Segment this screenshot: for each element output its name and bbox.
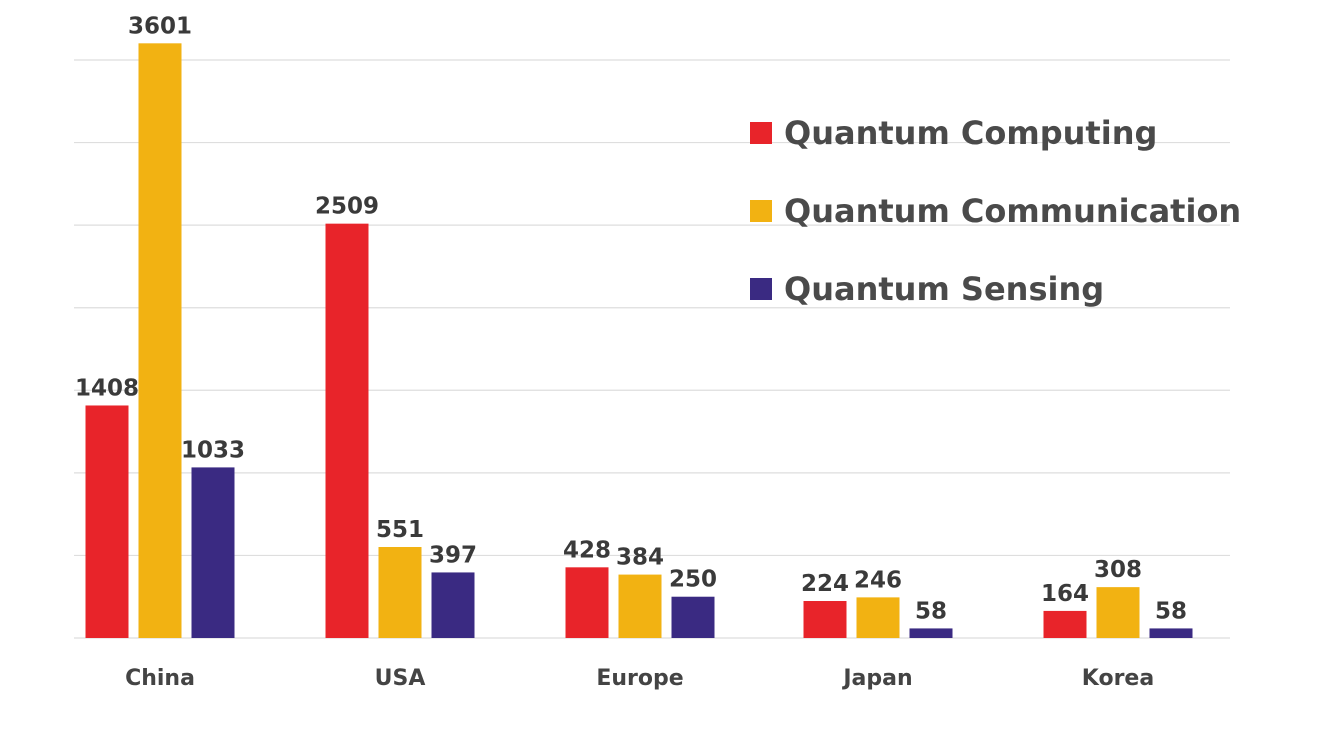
category-label: Europe [596,666,683,691]
bar [803,601,847,638]
legend-label: Quantum Computing [784,114,1157,152]
bar-value-label: 164 [1041,581,1089,607]
bar [1096,587,1140,638]
category-label: Japan [841,666,912,691]
bar [1043,610,1087,638]
bar-value-label: 397 [429,542,477,568]
bar-value-label: 250 [669,567,717,593]
bar-value-label: 224 [801,571,849,597]
bar [671,596,715,638]
bar [138,43,182,639]
category-labels: China USA Europe Japan Korea [125,666,1154,691]
bar-value-label: 3601 [128,13,192,39]
legend-swatch [750,200,772,222]
bar-value-label: 58 [915,598,947,624]
bar [856,597,900,638]
bar [378,547,422,638]
bars [85,43,1193,639]
bar-value-label: 2509 [315,194,379,220]
bar [85,405,129,638]
bar [431,572,475,638]
category-label: China [125,666,195,691]
bar [618,574,662,638]
bar-value-label: 1033 [181,437,245,463]
legend-label: Quantum Sensing [784,270,1104,308]
bar-value-label: 384 [616,545,664,571]
bar [1149,628,1193,638]
category-label: USA [375,666,426,691]
bar [909,628,953,638]
legend-swatch [750,122,772,144]
bar [325,223,369,639]
bar [565,567,609,638]
bar [191,467,235,638]
bar-value-label: 428 [563,537,611,563]
legend-label: Quantum Communication [784,192,1241,230]
category-label: Korea [1082,666,1154,691]
legend-swatch [750,278,772,300]
bar-value-label: 246 [854,567,902,593]
gridlines [74,59,1230,639]
bar-value-label: 58 [1155,598,1187,624]
bar-value-label: 308 [1094,557,1142,583]
bar-value-label: 551 [376,517,424,543]
bar-value-label: 1408 [75,375,139,401]
legend: Quantum Computing Quantum Communication Qu… [750,114,1241,308]
